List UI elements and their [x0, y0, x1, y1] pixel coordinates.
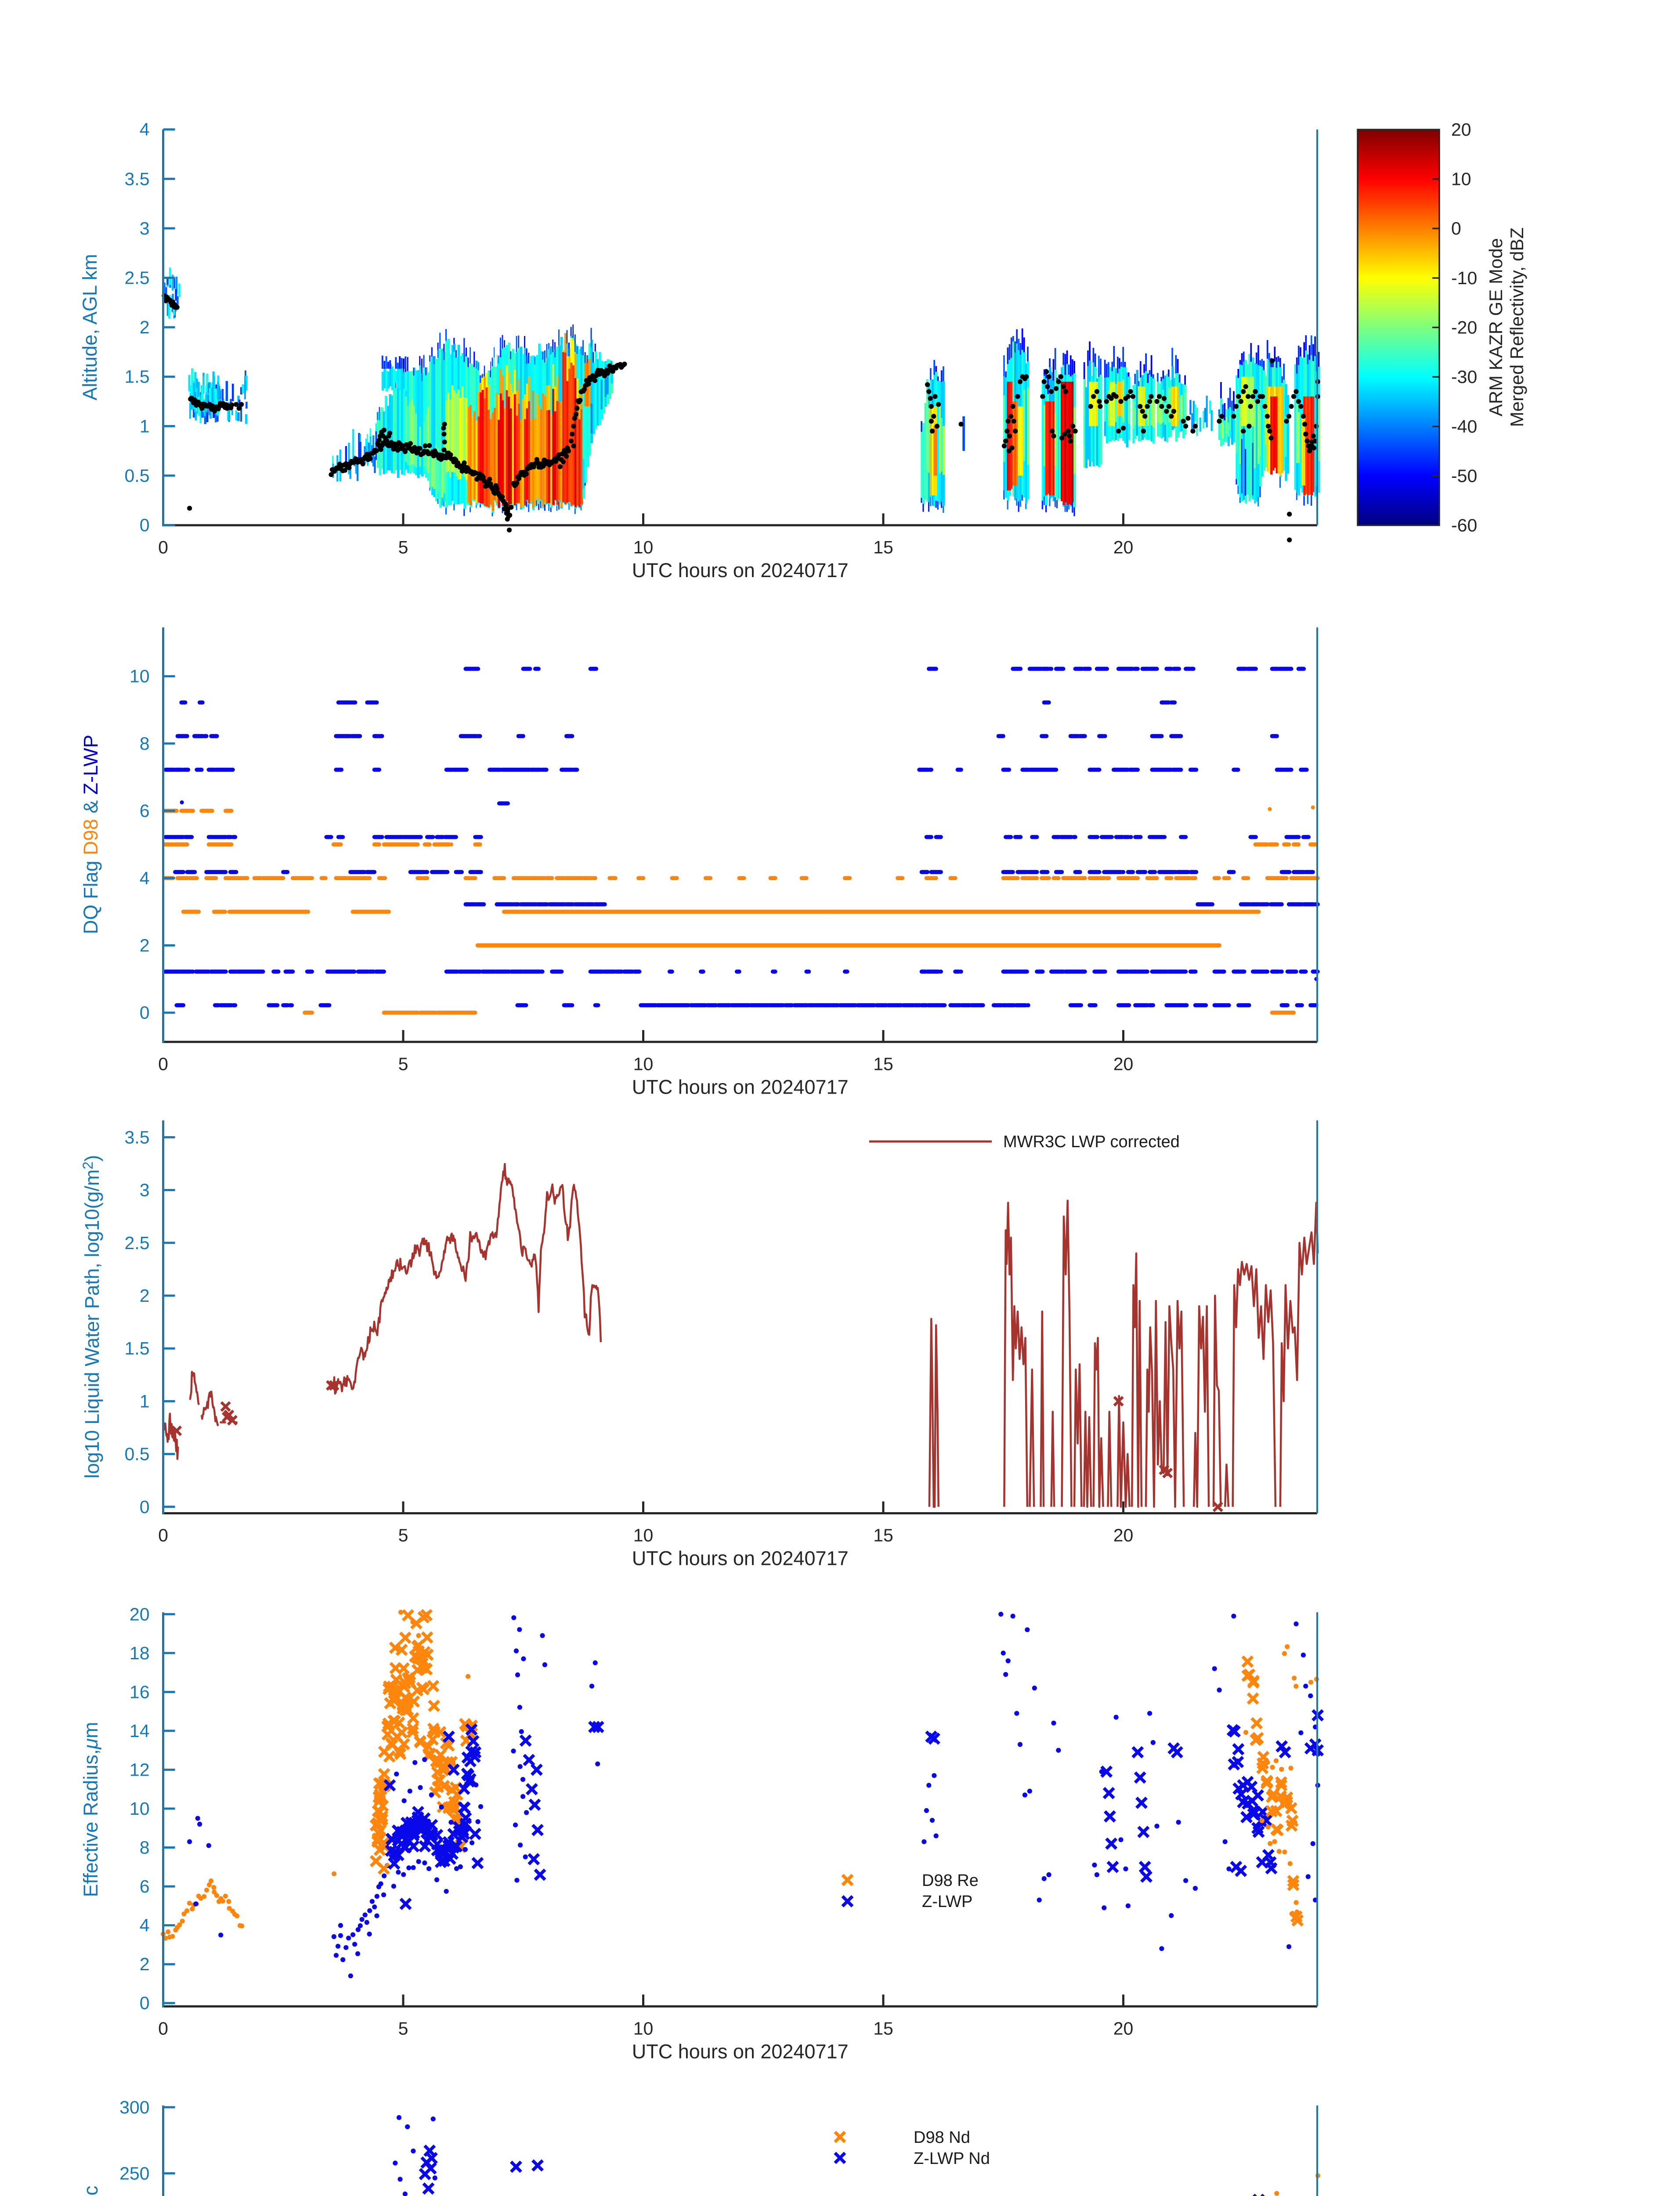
svg-text:3: 3 [140, 218, 150, 238]
svg-text:300: 300 [119, 2097, 149, 2117]
svg-text:Z-LWP: Z-LWP [922, 1893, 972, 1911]
svg-text:3.5: 3.5 [125, 169, 150, 189]
svg-text:12: 12 [130, 1760, 150, 1780]
svg-text:10: 10 [633, 2018, 654, 2038]
svg-text:0: 0 [158, 1525, 168, 1546]
svg-text:Altitude, AGL km: Altitude, AGL km [79, 254, 101, 400]
svg-text:5: 5 [398, 1525, 408, 1546]
svg-text:Effective Radius,μm: Effective Radius,μm [79, 1722, 102, 1897]
svg-text:0.5: 0.5 [125, 466, 150, 486]
svg-text:0: 0 [158, 537, 168, 557]
svg-text:2.5: 2.5 [125, 268, 150, 288]
svg-text:5: 5 [398, 2018, 408, 2038]
svg-text:10: 10 [633, 1054, 654, 1074]
svg-text:Droplet Concentration, #/cc: Droplet Concentration, #/cc [79, 2185, 102, 2196]
svg-text:2.5: 2.5 [125, 1233, 150, 1253]
svg-text:20: 20 [1113, 1525, 1134, 1546]
svg-text:0: 0 [158, 1054, 168, 1074]
svg-text:UTC hours on 20240717: UTC hours on 20240717 [632, 1547, 849, 1570]
svg-text:14: 14 [130, 1721, 150, 1741]
svg-text:-60: -60 [1451, 515, 1477, 535]
svg-text:4: 4 [140, 1915, 150, 1936]
svg-text:20: 20 [1113, 537, 1134, 557]
svg-text:20: 20 [130, 1604, 150, 1624]
svg-text:5: 5 [398, 1054, 408, 1074]
svg-text:3: 3 [140, 1180, 150, 1200]
svg-text:16: 16 [130, 1682, 150, 1702]
svg-text:MWR3C LWP corrected: MWR3C LWP corrected [1003, 1133, 1180, 1151]
svg-text:20: 20 [1113, 2018, 1134, 2038]
svg-text:15: 15 [873, 1054, 893, 1074]
svg-text:log10 Liquid Water Path, log10: log10 Liquid Water Path, log10(g/m2) [80, 1155, 103, 1479]
svg-text:1: 1 [140, 416, 150, 436]
svg-text:Merged Reflectivity, dBZ: Merged Reflectivity, dBZ [1507, 228, 1527, 427]
svg-text:10: 10 [633, 1525, 654, 1546]
svg-text:4: 4 [140, 868, 150, 888]
svg-text:2: 2 [140, 935, 150, 956]
svg-text:Z-LWP Nd: Z-LWP Nd [914, 2149, 990, 2168]
svg-text:15: 15 [873, 2018, 893, 2038]
svg-text:10: 10 [130, 666, 150, 686]
svg-text:-10: -10 [1451, 268, 1477, 288]
svg-text:ARM KAZR GE Mode: ARM KAZR GE Mode [1485, 238, 1506, 416]
svg-text:-50: -50 [1451, 466, 1477, 486]
svg-text:2: 2 [140, 1954, 150, 1974]
svg-text:15: 15 [873, 537, 893, 557]
svg-text:3.5: 3.5 [125, 1127, 150, 1147]
svg-text:0: 0 [1451, 218, 1461, 238]
svg-text:6: 6 [140, 1876, 150, 1896]
svg-text:10: 10 [130, 1799, 150, 1819]
svg-text:-30: -30 [1451, 367, 1477, 387]
svg-text:5: 5 [398, 537, 408, 557]
svg-text:0: 0 [140, 1993, 150, 2013]
svg-text:18: 18 [130, 1643, 150, 1663]
svg-text:0: 0 [140, 1003, 150, 1023]
svg-text:10: 10 [633, 537, 654, 557]
svg-text:-20: -20 [1451, 318, 1477, 338]
svg-text:20: 20 [1451, 119, 1471, 140]
svg-text:20: 20 [1113, 1054, 1134, 1074]
svg-text:0.5: 0.5 [125, 1444, 150, 1464]
svg-text:0: 0 [140, 515, 150, 535]
svg-text:1.5: 1.5 [125, 367, 150, 387]
svg-text:250: 250 [119, 2163, 149, 2183]
svg-text:15: 15 [873, 1525, 893, 1546]
svg-text:DQ Flag D98 & Z-LWP: DQ Flag D98 & Z-LWP [79, 735, 102, 934]
svg-text:6: 6 [140, 801, 150, 821]
svg-text:UTC hours on 20240717: UTC hours on 20240717 [632, 2040, 849, 2062]
svg-text:4: 4 [140, 119, 150, 140]
svg-text:D98 Nd: D98 Nd [914, 2128, 970, 2147]
svg-text:-40: -40 [1451, 416, 1477, 437]
svg-text:8: 8 [140, 1838, 150, 1858]
svg-text:UTC hours on 20240717: UTC hours on 20240717 [632, 559, 849, 582]
svg-text:1: 1 [140, 1391, 150, 1411]
svg-text:0: 0 [158, 2018, 168, 2038]
svg-text:2: 2 [140, 317, 150, 337]
svg-text:8: 8 [140, 733, 150, 754]
svg-text:0: 0 [140, 1497, 150, 1517]
svg-text:D98 Re: D98 Re [922, 1871, 979, 1890]
svg-text:2: 2 [140, 1286, 150, 1306]
svg-text:UTC hours on 20240717: UTC hours on 20240717 [632, 1076, 849, 1098]
svg-text:10: 10 [1451, 169, 1471, 189]
svg-text:1.5: 1.5 [125, 1338, 150, 1358]
